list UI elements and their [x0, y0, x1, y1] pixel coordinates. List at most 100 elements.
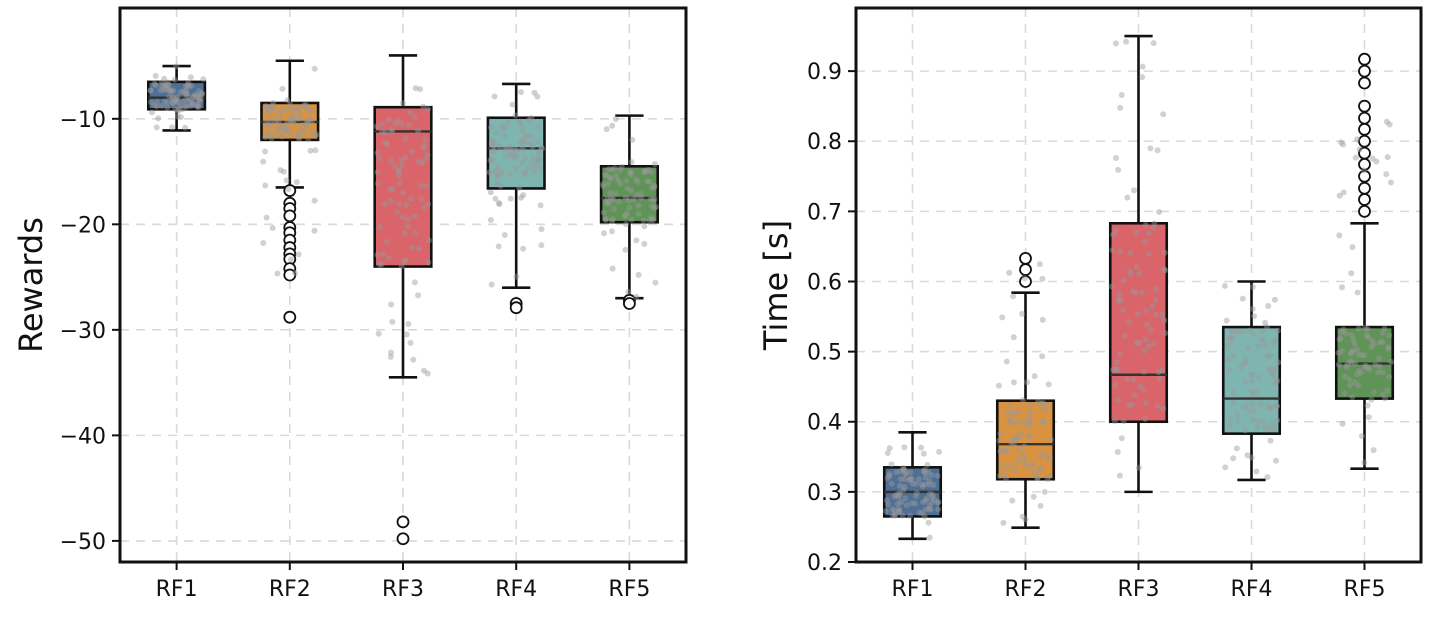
- jitter-point: [503, 145, 510, 152]
- jitter-point: [1140, 386, 1147, 393]
- jitter-point: [1361, 167, 1368, 174]
- jitter-point: [313, 131, 320, 138]
- jitter-point: [398, 156, 405, 163]
- jitter-point: [387, 353, 394, 360]
- jitter-point: [389, 128, 396, 135]
- jitter-point: [1269, 370, 1276, 377]
- jitter-point: [526, 139, 533, 146]
- outlier-point: [509, 301, 523, 315]
- jitter-point: [892, 512, 899, 519]
- jitter-point: [284, 97, 291, 104]
- jitter-point: [283, 107, 290, 114]
- jitter-point: [1116, 350, 1123, 357]
- jitter-point: [1025, 432, 1032, 439]
- jitter-point: [1021, 463, 1028, 470]
- jitter-point: [1144, 321, 1151, 328]
- jitter-point: [389, 318, 396, 325]
- jitter-point: [172, 98, 179, 105]
- jitter-point: [604, 196, 611, 203]
- jitter-point: [1385, 344, 1392, 351]
- jitter-point: [1259, 328, 1266, 335]
- jitter-point: [1230, 399, 1237, 406]
- jitter-point: [300, 102, 307, 109]
- jitter-point: [1108, 283, 1115, 290]
- jitter-point: [1371, 341, 1378, 348]
- jitter-point: [288, 113, 295, 120]
- jitter-point: [1262, 342, 1269, 349]
- y-tick-label: −50: [60, 530, 106, 555]
- jitter-point: [187, 96, 194, 103]
- jitter-point: [1026, 409, 1033, 416]
- jitter-point: [1045, 381, 1052, 388]
- jitter-point: [1119, 306, 1126, 313]
- jitter-point: [387, 197, 394, 204]
- jitter-point: [1266, 352, 1273, 359]
- jitter-point: [1253, 388, 1260, 395]
- jitter-point: [624, 185, 631, 192]
- jitter-point: [1003, 447, 1010, 454]
- jitter-point: [1361, 325, 1368, 332]
- jitter-point: [498, 169, 505, 176]
- jitter-point: [1147, 326, 1154, 333]
- jitter-point: [424, 151, 431, 158]
- jitter-point: [1134, 311, 1141, 318]
- jitter-point: [1348, 349, 1355, 356]
- jitter-point: [651, 161, 658, 168]
- jitter-point: [1366, 366, 1373, 373]
- jitter-point: [399, 189, 406, 196]
- jitter-point: [492, 195, 499, 202]
- jitter-point: [153, 124, 160, 131]
- jitter-point: [1162, 267, 1169, 274]
- jitter-point: [268, 106, 275, 113]
- jitter-point: [902, 495, 909, 502]
- jitter-point: [376, 155, 383, 162]
- jitter-point: [1354, 136, 1361, 143]
- jitter-point: [538, 144, 545, 151]
- jitter-point: [1120, 418, 1127, 425]
- jitter-point: [395, 118, 402, 125]
- jitter-point: [194, 102, 201, 109]
- outlier-point: [1358, 193, 1371, 206]
- jitter-point: [1273, 403, 1280, 410]
- jitter-point: [528, 115, 535, 122]
- jitter-point: [646, 178, 653, 185]
- jitter-point: [273, 126, 280, 133]
- jitter-point: [1015, 434, 1022, 441]
- jitter-point: [175, 99, 182, 106]
- jitter-point: [1027, 402, 1034, 409]
- jitter-point: [388, 126, 395, 133]
- jitter-point: [650, 196, 657, 203]
- jitter-point: [425, 259, 432, 266]
- jitter-point: [931, 496, 938, 503]
- jitter-point: [403, 331, 410, 338]
- jitter-point: [607, 175, 614, 182]
- jitter-point: [1386, 121, 1393, 128]
- jitter-point: [1161, 317, 1168, 324]
- jitter-point: [1127, 249, 1134, 256]
- jitter-point: [608, 228, 615, 235]
- jitter-point: [1112, 228, 1119, 235]
- jitter-point: [1234, 418, 1241, 425]
- jitter-point: [605, 180, 612, 187]
- jitter-point: [1010, 434, 1017, 441]
- jitter-point: [498, 123, 505, 130]
- jitter-point: [1384, 345, 1391, 352]
- jitter-point: [1159, 311, 1166, 318]
- jitter-point: [997, 430, 1004, 437]
- jitter-point: [1005, 410, 1012, 417]
- jitter-point: [1368, 343, 1375, 350]
- jitter-point: [1249, 391, 1256, 398]
- jitter-point: [913, 480, 920, 487]
- jitter-point: [612, 115, 619, 122]
- jitter-point: [289, 131, 296, 138]
- outlier-point: [1358, 204, 1371, 218]
- jitter-point: [496, 143, 503, 150]
- jitter-point: [892, 511, 899, 518]
- jitter-point: [374, 169, 381, 176]
- jitter-point: [599, 181, 606, 188]
- jitter-point: [1136, 383, 1143, 390]
- jitter-point: [373, 123, 380, 130]
- jitter-point: [1243, 403, 1250, 410]
- jitter-point: [634, 178, 641, 185]
- jitter-point: [182, 90, 189, 97]
